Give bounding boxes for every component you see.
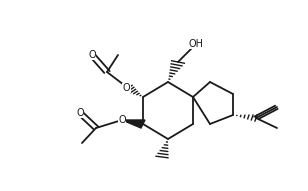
Text: O: O — [76, 108, 84, 118]
Text: O: O — [88, 50, 96, 60]
Text: OH: OH — [188, 39, 204, 49]
Text: O: O — [123, 83, 131, 93]
Polygon shape — [122, 120, 145, 128]
Text: O: O — [118, 115, 126, 125]
